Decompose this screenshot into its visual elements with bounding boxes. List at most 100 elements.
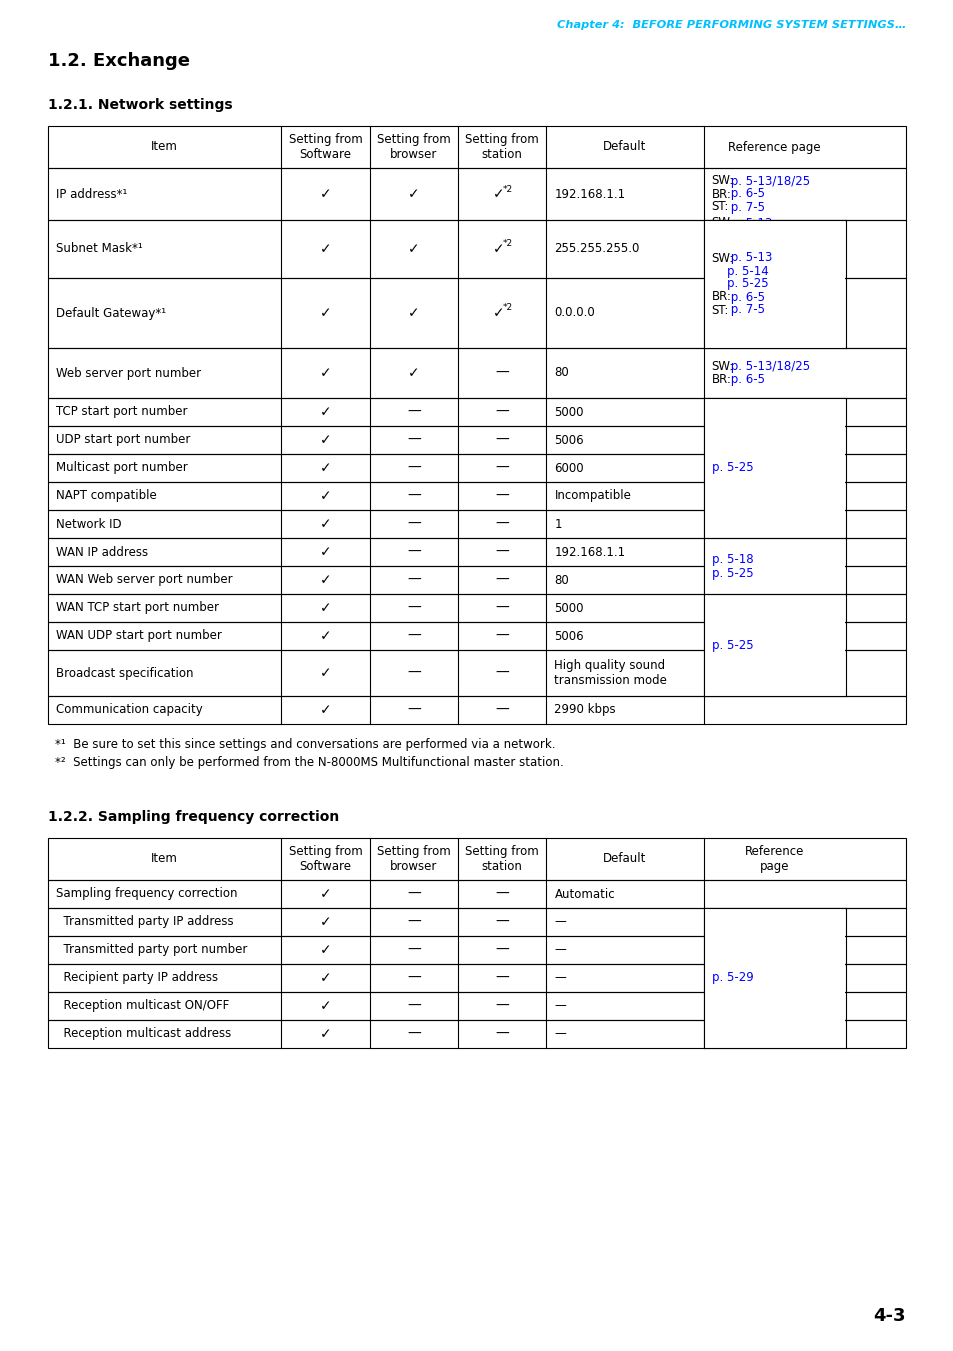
Text: —: —: [407, 489, 420, 503]
Text: 5000: 5000: [554, 405, 583, 419]
Text: Default: Default: [602, 141, 646, 154]
Text: Reference page: Reference page: [728, 141, 821, 154]
Text: —: —: [407, 915, 420, 929]
Text: ST:: ST:: [711, 269, 728, 281]
Text: p. 5-25: p. 5-25: [711, 242, 767, 255]
Text: p. 5-13: p. 5-13: [726, 251, 772, 265]
Text: —: —: [407, 517, 420, 531]
Bar: [48, 426, 905, 454]
Text: —: —: [407, 573, 420, 586]
Text: *²  Settings can only be performed from the N-8000MS Multifunctional master stat: *² Settings can only be performed from t…: [55, 757, 563, 769]
Text: ✓: ✓: [319, 1027, 331, 1042]
Text: Multicast port number: Multicast port number: [56, 462, 188, 474]
Text: ✓: ✓: [319, 971, 331, 985]
Text: —: —: [407, 630, 420, 643]
Text: p. 5-25: p. 5-25: [711, 666, 752, 680]
Text: SW:: SW:: [711, 359, 733, 373]
Text: p. 5-25: p. 5-25: [711, 277, 767, 290]
Text: —: —: [407, 888, 420, 901]
Bar: [48, 220, 905, 278]
Text: p. 6-5: p. 6-5: [726, 373, 764, 386]
Text: ✓: ✓: [319, 943, 331, 957]
Text: *¹  Be sure to set this since settings and conversations are performed via a net: *¹ Be sure to set this since settings an…: [55, 738, 555, 751]
Text: *2: *2: [501, 239, 512, 249]
Text: UDP start port number: UDP start port number: [56, 434, 191, 446]
Text: ✓: ✓: [319, 666, 331, 680]
Bar: [48, 482, 905, 509]
Text: SW:: SW:: [711, 174, 733, 188]
Text: Reference
page: Reference page: [744, 844, 803, 873]
Text: SW:: SW:: [711, 251, 733, 265]
Text: Setting from
station: Setting from station: [465, 132, 538, 161]
Text: Reception multicast ON/OFF: Reception multicast ON/OFF: [56, 1000, 229, 1012]
Text: ✓: ✓: [319, 366, 331, 380]
Text: —: —: [495, 573, 509, 586]
Text: —: —: [407, 601, 420, 615]
Text: p. 5-25: p. 5-25: [711, 639, 752, 651]
Bar: [48, 349, 905, 399]
Text: 5006: 5006: [554, 434, 583, 446]
Text: p. 5-25: p. 5-25: [711, 462, 752, 474]
Text: Setting from
Software: Setting from Software: [289, 132, 362, 161]
Text: WAN UDP start port number: WAN UDP start port number: [56, 630, 222, 643]
Text: —: —: [495, 943, 509, 957]
Bar: [48, 621, 905, 650]
Text: 192.168.1.1: 192.168.1.1: [554, 546, 625, 558]
Text: ✓: ✓: [408, 305, 419, 320]
Text: —: —: [495, 517, 509, 531]
Text: Setting from
Software: Setting from Software: [289, 844, 362, 873]
Text: ✓: ✓: [319, 186, 331, 201]
Text: WAN Web server port number: WAN Web server port number: [56, 574, 233, 586]
Text: p. 7-5: p. 7-5: [726, 269, 764, 281]
Text: 1.2.2. Sampling frequency correction: 1.2.2. Sampling frequency correction: [48, 811, 339, 824]
Text: 1.2.1. Network settings: 1.2.1. Network settings: [48, 99, 233, 112]
Text: Network ID: Network ID: [56, 517, 121, 531]
Text: p. 7-5: p. 7-5: [726, 304, 764, 316]
Text: Default: Default: [602, 852, 646, 866]
Text: Transmitted party port number: Transmitted party port number: [56, 943, 247, 957]
Text: p. 6-5: p. 6-5: [726, 255, 764, 269]
Bar: [48, 126, 905, 168]
Bar: [48, 566, 905, 594]
Text: Chapter 4:  BEFORE PERFORMING SYSTEM SETTINGS…: Chapter 4: BEFORE PERFORMING SYSTEM SETT…: [556, 20, 905, 30]
Bar: [48, 399, 905, 426]
Text: Setting from
browser: Setting from browser: [376, 844, 451, 873]
Text: —: —: [495, 461, 509, 476]
Text: ✓: ✓: [319, 998, 331, 1013]
Text: Communication capacity: Communication capacity: [56, 704, 203, 716]
Text: p. 5-13: p. 5-13: [726, 216, 772, 230]
Text: Recipient party IP address: Recipient party IP address: [56, 971, 218, 985]
Text: ✓: ✓: [492, 242, 503, 255]
Text: —: —: [495, 998, 509, 1013]
Text: ST:: ST:: [711, 304, 728, 316]
Text: —: —: [407, 434, 420, 447]
Text: —: —: [407, 703, 420, 717]
Text: —: —: [407, 971, 420, 985]
Text: p. 7-5: p. 7-5: [726, 200, 764, 213]
Bar: [48, 650, 905, 696]
Text: ✓: ✓: [408, 186, 419, 201]
Text: —: —: [495, 630, 509, 643]
Text: Broadcast specification: Broadcast specification: [56, 666, 193, 680]
Text: —: —: [407, 1027, 420, 1042]
Text: —: —: [495, 666, 509, 680]
Text: BR:: BR:: [711, 188, 731, 200]
Text: —: —: [495, 971, 509, 985]
Text: —: —: [554, 1028, 566, 1040]
Text: —: —: [495, 405, 509, 419]
Text: Transmitted party IP address: Transmitted party IP address: [56, 916, 233, 928]
Text: ✓: ✓: [319, 405, 331, 419]
Text: 1: 1: [554, 517, 561, 531]
Text: ✓: ✓: [319, 630, 331, 643]
Text: Default Gateway*¹: Default Gateway*¹: [56, 307, 166, 319]
Text: 1.2. Exchange: 1.2. Exchange: [48, 51, 190, 70]
Bar: [48, 908, 905, 936]
Text: —: —: [407, 666, 420, 680]
Text: ✓: ✓: [492, 305, 503, 320]
Text: 255.255.255.0: 255.255.255.0: [554, 242, 639, 255]
Text: p. 5-18: p. 5-18: [711, 539, 752, 553]
Text: WAN TCP start port number: WAN TCP start port number: [56, 601, 219, 615]
Text: —: —: [407, 998, 420, 1013]
Text: —: —: [495, 434, 509, 447]
Text: Automatic: Automatic: [554, 888, 615, 901]
